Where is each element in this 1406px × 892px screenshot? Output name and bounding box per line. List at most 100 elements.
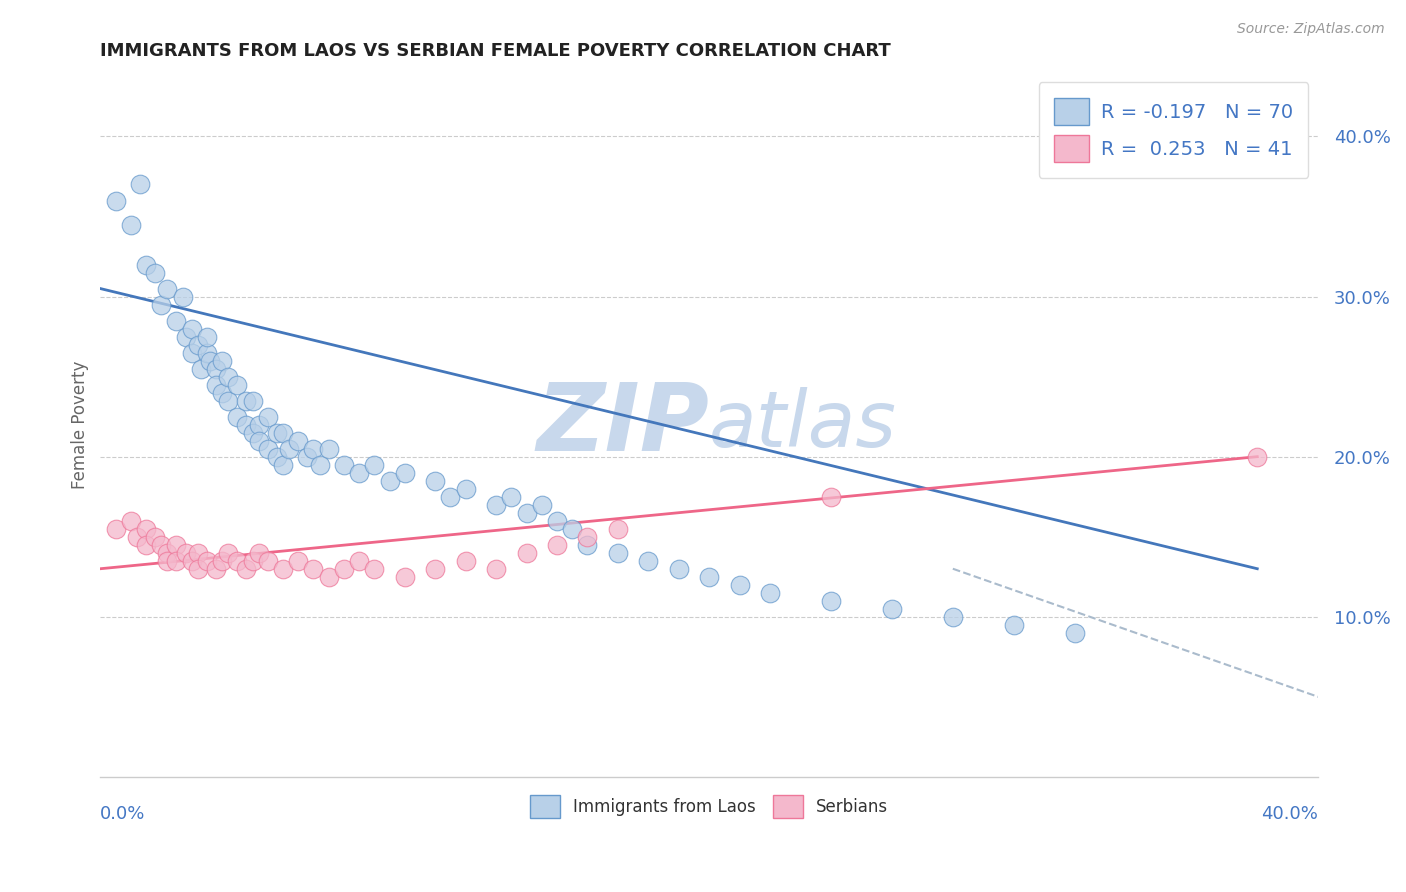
Point — [378, 474, 401, 488]
Point — [287, 434, 309, 448]
Point — [278, 442, 301, 456]
Point — [637, 554, 659, 568]
Point — [394, 466, 416, 480]
Point — [318, 442, 340, 456]
Point — [606, 546, 628, 560]
Point — [150, 297, 173, 311]
Point — [135, 522, 157, 536]
Point — [516, 506, 538, 520]
Point — [425, 474, 447, 488]
Point — [143, 266, 166, 280]
Text: IMMIGRANTS FROM LAOS VS SERBIAN FEMALE POVERTY CORRELATION CHART: IMMIGRANTS FROM LAOS VS SERBIAN FEMALE P… — [100, 42, 891, 60]
Point — [576, 530, 599, 544]
Point — [697, 570, 720, 584]
Point — [394, 570, 416, 584]
Point — [302, 562, 325, 576]
Point — [266, 450, 288, 464]
Point — [308, 458, 330, 472]
Point — [226, 409, 249, 424]
Point — [180, 321, 202, 335]
Point — [247, 417, 270, 432]
Point — [156, 546, 179, 560]
Point — [1246, 450, 1268, 464]
Point — [226, 377, 249, 392]
Point — [129, 178, 152, 192]
Point — [759, 586, 782, 600]
Point — [195, 345, 218, 359]
Point — [104, 522, 127, 536]
Point — [135, 538, 157, 552]
Point — [174, 329, 197, 343]
Point — [156, 554, 179, 568]
Point — [205, 361, 228, 376]
Point — [880, 601, 903, 615]
Point — [166, 538, 188, 552]
Point — [180, 345, 202, 359]
Point — [174, 546, 197, 560]
Point — [235, 417, 257, 432]
Point — [271, 562, 294, 576]
Point — [266, 425, 288, 440]
Point — [211, 554, 233, 568]
Point — [143, 530, 166, 544]
Point — [363, 458, 385, 472]
Point — [302, 442, 325, 456]
Point — [187, 546, 209, 560]
Point — [347, 554, 370, 568]
Text: ZIP: ZIP — [536, 378, 709, 471]
Point — [235, 562, 257, 576]
Point — [297, 450, 319, 464]
Point — [271, 425, 294, 440]
Point — [120, 514, 142, 528]
Point — [820, 593, 842, 607]
Point — [180, 554, 202, 568]
Point — [606, 522, 628, 536]
Point — [242, 425, 264, 440]
Point — [205, 377, 228, 392]
Point — [318, 570, 340, 584]
Point — [333, 458, 356, 472]
Point — [485, 498, 508, 512]
Point — [668, 562, 690, 576]
Point — [205, 562, 228, 576]
Text: 0.0%: 0.0% — [100, 805, 146, 823]
Point — [104, 194, 127, 208]
Point — [198, 353, 221, 368]
Point — [211, 353, 233, 368]
Point — [217, 369, 239, 384]
Point — [501, 490, 523, 504]
Point — [235, 393, 257, 408]
Point — [211, 385, 233, 400]
Point — [530, 498, 553, 512]
Point — [156, 281, 179, 295]
Point — [728, 578, 751, 592]
Point — [195, 554, 218, 568]
Point — [347, 466, 370, 480]
Point — [516, 546, 538, 560]
Point — [256, 554, 278, 568]
Point — [333, 562, 356, 576]
Point — [150, 538, 173, 552]
Point — [195, 329, 218, 343]
Point — [485, 562, 508, 576]
Point — [439, 490, 461, 504]
Point — [120, 218, 142, 232]
Point — [125, 530, 148, 544]
Point — [217, 393, 239, 408]
Text: 40.0%: 40.0% — [1261, 805, 1319, 823]
Point — [561, 522, 583, 536]
Point — [287, 554, 309, 568]
Point — [256, 409, 278, 424]
Point — [217, 546, 239, 560]
Point — [226, 554, 249, 568]
Point — [546, 514, 568, 528]
Point — [576, 538, 599, 552]
Point — [546, 538, 568, 552]
Point — [187, 562, 209, 576]
Y-axis label: Female Poverty: Female Poverty — [72, 360, 89, 489]
Point — [166, 554, 188, 568]
Point — [172, 289, 194, 303]
Point — [190, 361, 212, 376]
Point — [256, 442, 278, 456]
Text: Source: ZipAtlas.com: Source: ZipAtlas.com — [1237, 22, 1385, 37]
